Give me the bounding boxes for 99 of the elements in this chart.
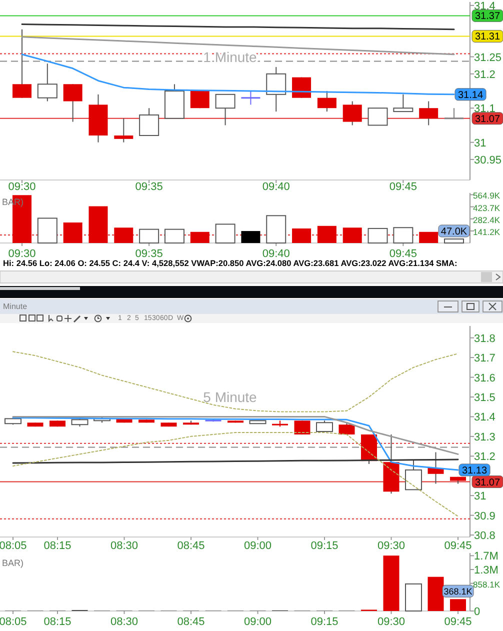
x-tick-label: 09:45 <box>444 616 472 628</box>
x-tick-label: 09:45 <box>389 181 417 193</box>
y-tick-label: 31.4 <box>474 412 496 424</box>
x-tick-label: 09:00 <box>244 616 272 628</box>
bar <box>444 238 464 244</box>
bar <box>450 599 466 611</box>
y-tick-label: 1.7M <box>474 550 498 563</box>
y-tick-label: 31.4 <box>474 0 496 12</box>
candlestick <box>63 84 82 122</box>
y-tick-label: 31 <box>474 137 486 150</box>
candlestick <box>114 118 134 143</box>
bar <box>368 228 388 244</box>
x-tick-label: 09:00 <box>244 540 272 552</box>
candlestick <box>444 108 464 120</box>
y-tick-label: 30.9 <box>474 510 496 522</box>
bar <box>114 228 134 243</box>
y-tick-label: 282.4K <box>473 214 500 225</box>
bar <box>37 218 58 244</box>
x-tick-label: 08:30 <box>110 540 138 552</box>
x-tick-label: 09:45 <box>389 248 417 260</box>
y-tick-label: 31.25 <box>474 52 502 64</box>
y-tick-label: 31.2 <box>474 451 496 464</box>
candlestick <box>405 460 422 490</box>
data-label: 31.13 <box>462 465 488 476</box>
bar <box>292 228 312 243</box>
candlestick <box>316 420 333 432</box>
bar <box>190 232 210 243</box>
ref-line-label: 31.31 <box>474 32 500 43</box>
x-tick-label: 09:15 <box>310 616 338 628</box>
candlestick <box>37 63 58 102</box>
y-tick-label: 1.3M <box>474 564 498 577</box>
line-series <box>12 351 458 412</box>
bar <box>428 576 444 611</box>
data-label: 368.1K <box>444 586 472 597</box>
annotation: BAR) <box>2 558 24 568</box>
x-tick-label: 08:15 <box>44 616 72 628</box>
y-tick-label: 423.7K <box>473 202 500 213</box>
text: Hi: 24.56 Lo: 24.06 O: 24.55 C: 24.4 V: 4,528,552 VWAP:20.850 AVG:24.080 AVG:23.681 AVG:23.022 AVG:21.134 SMA: <box>3 258 458 268</box>
text: Minute <box>3 302 28 311</box>
bar <box>342 228 362 243</box>
bar <box>88 206 108 243</box>
bar <box>405 583 422 612</box>
candlestick <box>317 90 336 112</box>
y-tick-label: 30.8 <box>474 530 496 542</box>
candlestick <box>419 100 438 126</box>
x-tick-label: 08:45 <box>177 616 205 628</box>
y-tick-label: 31.6 <box>474 372 496 384</box>
data-label: 47.0K <box>440 226 468 238</box>
candlestick <box>368 108 388 126</box>
x-tick-label: 09:45 <box>444 540 472 552</box>
bar <box>164 228 184 244</box>
ref-line-label: 31.07 <box>474 114 500 125</box>
x-tick-label: 09:40 <box>262 248 290 260</box>
y-tick-label: 30.95 <box>474 154 502 166</box>
candlestick <box>139 108 160 136</box>
x-tick-label: 09:35 <box>135 248 163 260</box>
candlestick <box>266 66 286 112</box>
ref-line-label: 31.07 <box>474 477 500 488</box>
x-tick-label: 09:30 <box>377 616 406 628</box>
y-tick-label: 0 <box>474 606 480 618</box>
line-series <box>12 416 459 455</box>
x-tick-label: 09:30 <box>377 540 406 552</box>
x-tick-label: 09:40 <box>262 181 290 193</box>
x-tick-label: 08:15 <box>44 540 72 552</box>
ref-line-label: 31.37 <box>474 11 500 22</box>
y-tick-label: 564.9K <box>473 190 500 201</box>
candlestick <box>12 28 32 98</box>
y-tick-label: 31 <box>474 490 486 503</box>
y-tick-label: 141.2K <box>473 226 500 237</box>
bar <box>317 226 336 243</box>
candlestick <box>294 420 310 435</box>
candlestick <box>190 90 210 109</box>
x-tick-label: 09:30 <box>8 181 36 193</box>
x-tick-label: 08:05 <box>0 616 27 628</box>
candlestick <box>342 100 362 126</box>
candlestick <box>240 90 261 106</box>
candlestick <box>393 94 414 112</box>
x-tick-label: 08:05 <box>0 540 27 552</box>
y-tick-label: 31.7 <box>474 352 496 365</box>
bar <box>383 556 400 611</box>
y-tick-label: 31.3 <box>474 431 496 444</box>
bar <box>241 231 260 243</box>
y-tick-label: 31.8 <box>474 332 496 345</box>
y-tick-label: 858.1K <box>473 579 500 590</box>
y-tick-label: 31.5 <box>474 392 496 404</box>
bar <box>139 228 160 244</box>
bar <box>63 222 82 243</box>
bar <box>215 224 236 244</box>
x-tick-label: 08:30 <box>110 616 138 628</box>
bar <box>266 215 286 244</box>
y-tick-label: 31.2 <box>474 68 496 81</box>
x-tick-label: 09:15 <box>310 540 338 552</box>
x-tick-label: 09:35 <box>135 181 163 193</box>
x-tick-label: 09:30 <box>8 248 36 260</box>
x-tick-label: 08:45 <box>177 540 205 552</box>
candlestick <box>215 94 236 126</box>
text: 5 Minute <box>203 389 258 405</box>
data-label: 31.14 <box>458 90 484 101</box>
bar <box>393 227 414 244</box>
